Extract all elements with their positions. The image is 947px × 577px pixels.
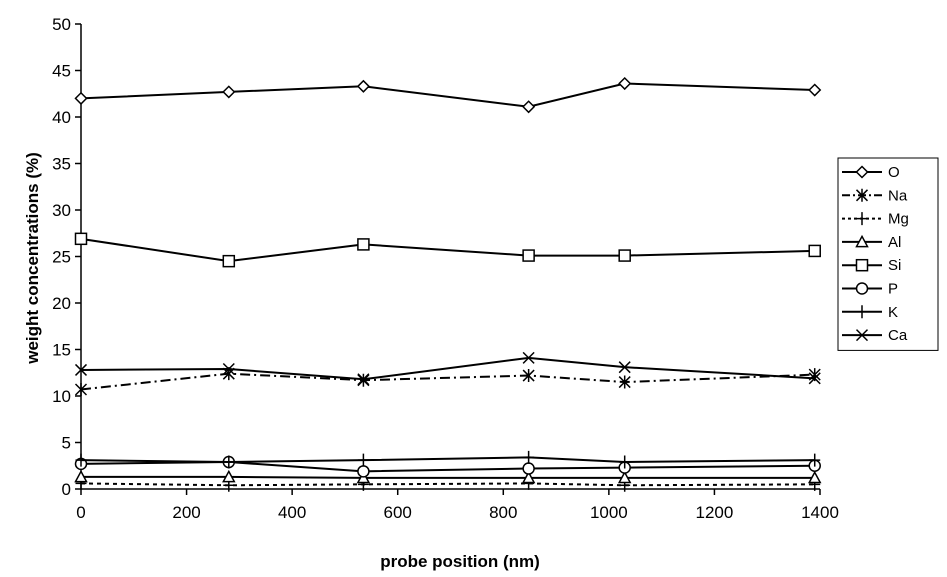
plot-area: 0 5 10 15 20 25 30 35 40 45 50 0 200 400 600 800 1000 120… [52, 15, 839, 522]
data-point-al [617, 470, 632, 484]
legend-label-ca: Ca [888, 327, 908, 344]
data-point-al [222, 469, 236, 483]
data-point-k [619, 455, 631, 469]
data-point-ca [222, 362, 235, 376]
x-tick-label: 1000 [590, 503, 628, 522]
data-point-p [357, 465, 370, 478]
data-point-ca [357, 373, 370, 386]
data-point-si [618, 249, 631, 262]
y-tick-label: 25 [52, 248, 71, 267]
x-tick-label: 0 [76, 503, 85, 522]
legend-marker-mg [856, 212, 868, 226]
data-point-ca [618, 361, 631, 374]
series-line-k [80, 456, 815, 464]
series-line-o [80, 82, 815, 108]
data-point-o [74, 91, 88, 105]
y-tick-label: 0 [62, 480, 71, 499]
y-axis-title: weight concentrations (%) [23, 152, 42, 365]
data-point-o [808, 83, 822, 97]
x-tick-label: 400 [278, 503, 306, 522]
series-line-ca [80, 356, 815, 381]
data-point-ca [74, 363, 88, 376]
series-line-p [80, 461, 815, 473]
data-point-k [223, 455, 235, 469]
data-point-k [357, 453, 369, 467]
data-point-si [357, 238, 370, 251]
legend: O Na Mg Al Si PK Ca [837, 157, 939, 351]
legend-marker-si [855, 258, 869, 272]
data-point-o [522, 100, 536, 114]
series-ca [74, 351, 821, 386]
legend-marker-p [855, 282, 869, 295]
series-line-mg [80, 482, 815, 487]
legend-label-na: Na [888, 187, 908, 204]
x-tick-label: 1200 [696, 503, 734, 522]
legend-label-o: O [888, 164, 900, 181]
data-point-al [521, 470, 536, 484]
data-point-si [808, 244, 821, 258]
y-tick-label: 15 [52, 341, 71, 360]
legend-marker-al [855, 234, 869, 248]
legend-marker-o [855, 165, 869, 179]
x-tick-label: 800 [489, 503, 517, 522]
series-si [74, 232, 821, 268]
legend-marker-k [856, 305, 868, 319]
data-point-na [618, 375, 631, 389]
series-k [75, 450, 821, 469]
y-tick-label: 30 [52, 201, 71, 220]
legend-marker-ca [855, 329, 869, 342]
y-tick-label: 45 [52, 62, 71, 81]
data-point-o [618, 76, 632, 91]
data-point-k [809, 453, 821, 467]
x-tick-label: 200 [172, 503, 200, 522]
series-al [74, 469, 822, 484]
data-point-k [523, 450, 535, 464]
data-point-si [222, 254, 236, 268]
data-point-na [74, 382, 88, 396]
x-tick-label: 1400 [801, 503, 839, 522]
y-tick-label: 35 [52, 155, 71, 174]
legend-label-mg: Mg [888, 211, 909, 228]
series-o [74, 76, 822, 114]
legend-label-p: P [888, 281, 898, 298]
data-point-al [74, 469, 88, 483]
legend-box [837, 157, 939, 351]
data-point-si [74, 232, 88, 246]
y-tick-label: 50 [52, 15, 71, 34]
y-tick-label: 20 [52, 294, 71, 313]
x-axis-title: probe position (nm) [380, 552, 540, 571]
x-tick-label: 600 [384, 503, 412, 522]
data-point-k [75, 453, 87, 467]
y-tick-label: 10 [52, 387, 71, 406]
data-point-na [522, 369, 535, 383]
data-point-o [222, 85, 236, 99]
data-point-o [356, 79, 370, 93]
data-point-ca [522, 351, 535, 364]
data-point-si [522, 249, 535, 262]
series-line-al [81, 475, 815, 479]
series-line-na [80, 372, 815, 391]
y-tick-label: 40 [52, 108, 71, 127]
legend-label-k: K [888, 304, 898, 321]
data-point-ca [808, 372, 821, 385]
data-point-p [522, 462, 535, 475]
series-line-si [80, 237, 815, 263]
data-point-al [807, 470, 822, 484]
series-layer [74, 76, 822, 492]
y-tick-label: 5 [62, 434, 71, 453]
legend-label-si: Si [888, 257, 901, 274]
legend-label-al: Al [888, 234, 901, 251]
legend-marker-na [855, 188, 869, 202]
